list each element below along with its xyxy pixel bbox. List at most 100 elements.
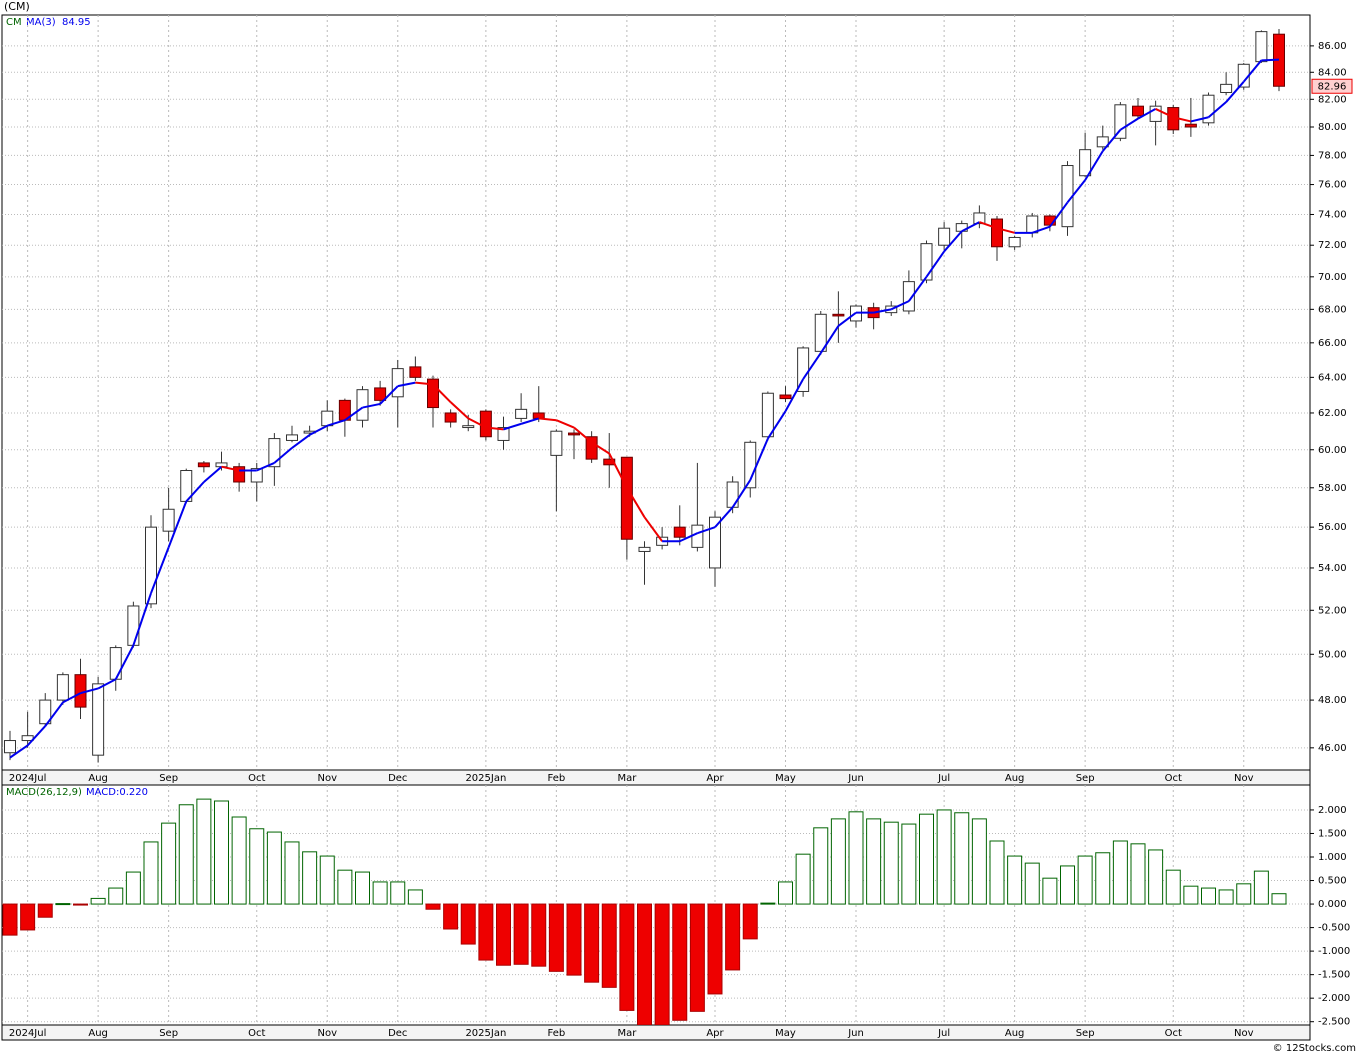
- ma-segment: [714, 506, 734, 528]
- bar: [689, 903, 705, 1012]
- x-tick-label: Nov: [1234, 773, 1254, 784]
- ma-segment: [1119, 117, 1139, 131]
- ma-segment: [44, 701, 64, 727]
- x-tick-label: Jun: [847, 1028, 864, 1039]
- date-strip: [1, 769, 1311, 786]
- y-tick-label: 62.00: [1318, 408, 1347, 419]
- candle-body: [444, 412, 457, 423]
- y-tick-label: 82.00: [1318, 94, 1347, 105]
- ma-segment: [873, 308, 892, 314]
- ma-segment: [1049, 201, 1069, 228]
- y-tick-label: 76.00: [1318, 180, 1347, 191]
- bar: [372, 881, 388, 905]
- ma-segment: [415, 381, 434, 386]
- candle-body: [74, 674, 87, 708]
- x-tick-label: Oct: [1165, 773, 1182, 784]
- candle-body: [92, 683, 105, 756]
- bar: [1060, 865, 1075, 905]
- candle-body: [620, 456, 633, 540]
- ma-segment: [1261, 58, 1280, 62]
- ma-segment: [97, 678, 117, 690]
- bar: [778, 881, 793, 905]
- candle-body: [4, 740, 16, 754]
- y-tick-label: 68.00: [1318, 304, 1347, 315]
- ma-segment: [819, 325, 840, 354]
- candle-body: [56, 674, 69, 701]
- y-tick-label: 1.500: [1318, 828, 1347, 839]
- candle-body: [832, 313, 845, 317]
- bar: [319, 855, 335, 905]
- y-tick-label: 0.500: [1318, 876, 1347, 887]
- ma-segment: [1225, 81, 1245, 103]
- bar: [1112, 840, 1128, 905]
- ma-segment: [591, 441, 610, 455]
- ma-segment: [362, 402, 381, 409]
- bar: [161, 822, 177, 905]
- bar: [143, 841, 159, 905]
- x-tick-label: Dec: [388, 773, 407, 784]
- y-tick-label: 80.00: [1318, 122, 1347, 133]
- candle-body: [145, 526, 157, 605]
- ma-segment: [697, 526, 716, 535]
- bar: [1253, 870, 1269, 905]
- candle-body: [991, 218, 1003, 248]
- bar: [460, 903, 476, 945]
- ma-segment: [397, 381, 416, 388]
- x-tick-label: Mar: [617, 1028, 637, 1039]
- candle-body: [1096, 136, 1109, 148]
- x-tick-label: 2025Jan: [465, 1028, 506, 1039]
- bar: [37, 903, 53, 918]
- ma-segment: [309, 424, 328, 436]
- x-tick-label: Feb: [548, 773, 566, 784]
- ma-segment: [150, 547, 170, 594]
- legend-symbol: CM: [6, 17, 22, 28]
- bar: [284, 841, 300, 905]
- x-tick-label: Dec: [388, 1028, 407, 1039]
- candle-body: [568, 432, 580, 436]
- x-tick-label: Oct: [248, 1028, 265, 1039]
- bar: [1271, 893, 1287, 905]
- candle-body: [902, 281, 915, 312]
- y-tick-label: 86.00: [1318, 41, 1347, 52]
- candle-body: [233, 466, 246, 483]
- bar: [1201, 887, 1216, 905]
- candle-body: [374, 387, 387, 401]
- ma-segment: [784, 378, 805, 412]
- candle-body: [391, 368, 404, 398]
- candle-body: [356, 389, 369, 421]
- ma-segment: [1066, 179, 1086, 204]
- ma-segment: [256, 461, 275, 472]
- candle-body: [779, 394, 792, 400]
- y-tick-label: 64.00: [1318, 372, 1347, 383]
- ma-segment: [1137, 108, 1157, 120]
- x-tick-label: Aug: [88, 1028, 108, 1039]
- ma-segment: [837, 311, 857, 327]
- x-tick-label: Nov: [1234, 1028, 1254, 1039]
- candle-body: [1114, 104, 1127, 139]
- bar: [954, 812, 970, 905]
- ma-segment: [1101, 129, 1122, 152]
- date-strip: [1, 1024, 1311, 1041]
- macd-value: MACD:0.220: [86, 787, 148, 798]
- candle-body: [761, 392, 774, 438]
- ma-segment: [1173, 116, 1192, 123]
- bar: [971, 818, 987, 905]
- candle-body: [550, 430, 563, 456]
- ma-segment: [749, 438, 769, 481]
- bar: [637, 903, 652, 1025]
- candle-body: [1026, 215, 1039, 234]
- bar: [654, 903, 670, 1025]
- ma-segment: [26, 725, 46, 747]
- bar: [813, 827, 829, 905]
- bar: [601, 903, 617, 988]
- candle-body: [673, 526, 686, 538]
- y-tick-label: 46.00: [1318, 743, 1347, 754]
- bar: [989, 840, 1005, 905]
- y-tick-label: 58.00: [1318, 483, 1347, 494]
- y-tick-label: 74.00: [1318, 209, 1347, 220]
- x-tick-label: May: [775, 1028, 796, 1039]
- ma-segment: [326, 419, 346, 427]
- candle-body: [1149, 105, 1162, 122]
- ma-segment: [167, 501, 188, 548]
- candle-body: [409, 366, 422, 378]
